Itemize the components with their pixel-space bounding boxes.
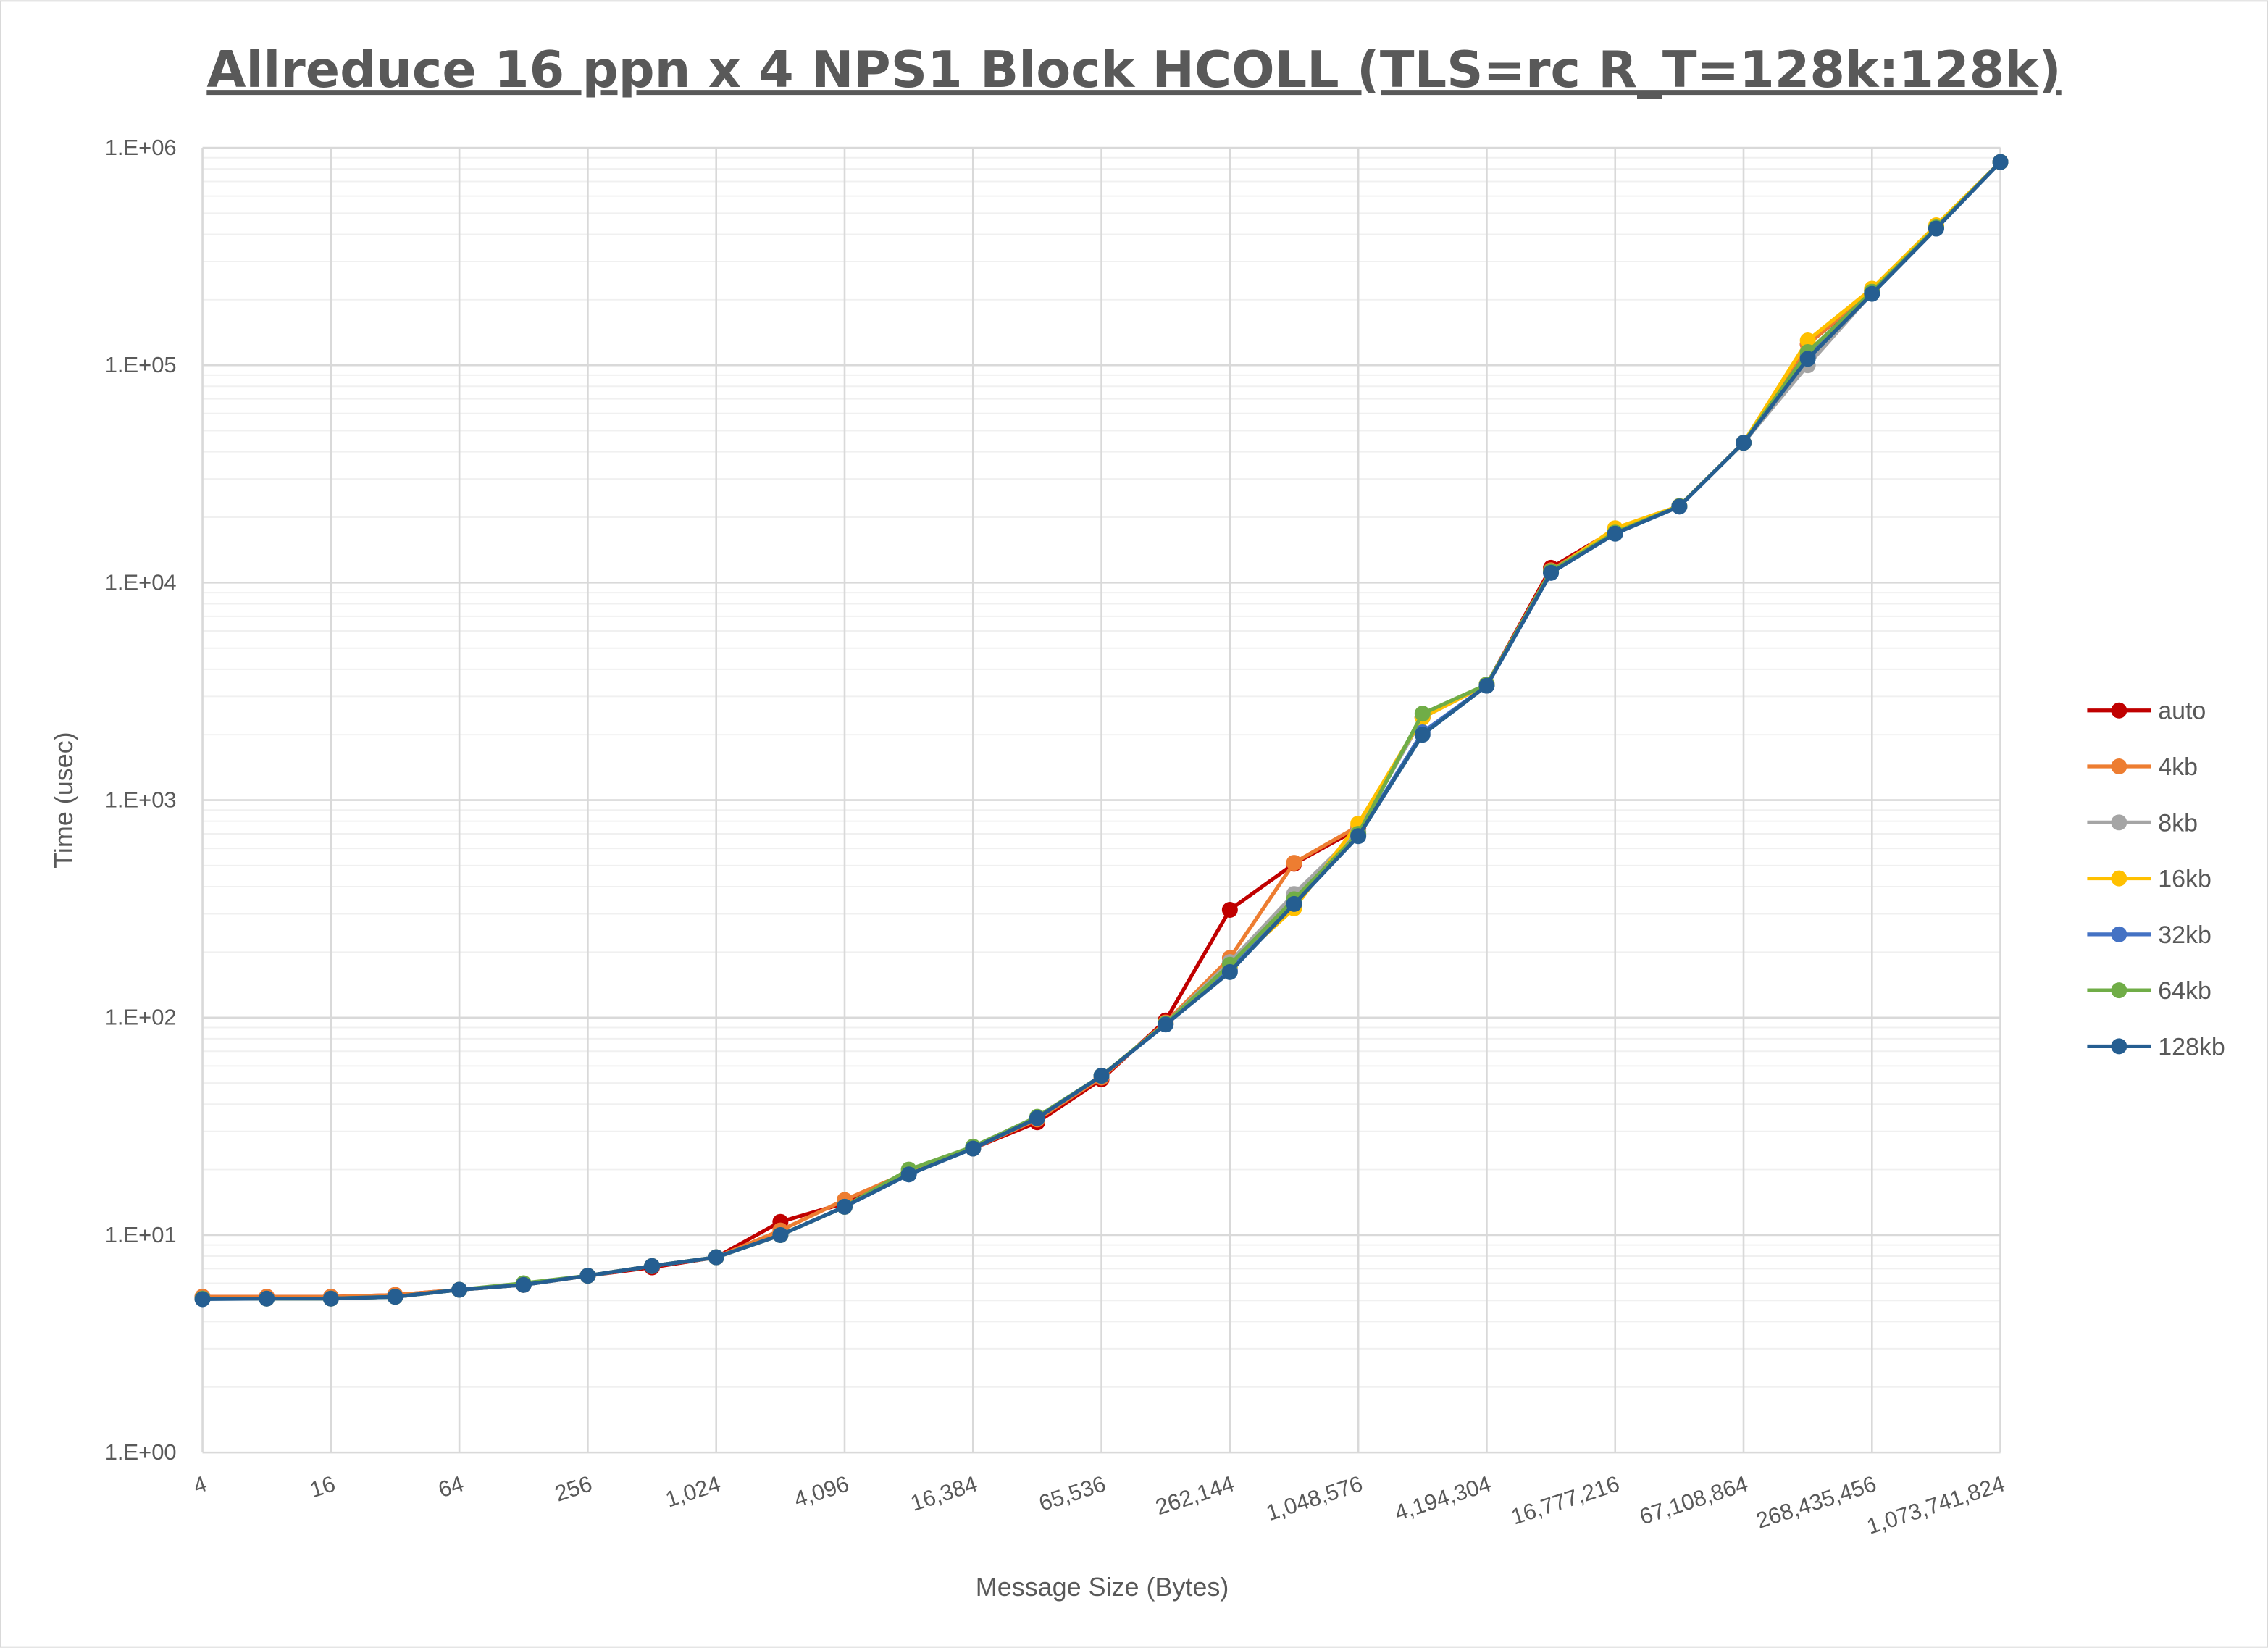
legend: auto 4kb 8kb 16kb 32kb 64kb 128kb [2087, 698, 2225, 1061]
data-point-128kb [1864, 285, 1880, 302]
legend-label: auto [2158, 698, 2206, 725]
legend-item-4kb: 4kb [2087, 753, 2198, 781]
legend-marker [2111, 982, 2127, 999]
legend-marker [2111, 702, 2127, 719]
x-axis-label: Message Size (Bytes) [976, 1572, 1229, 1602]
legend-item-128kb: 128kb [2087, 1033, 2225, 1061]
y-tick-label: 1.E+01 [105, 1222, 177, 1247]
y-tick-label: 1.E+04 [105, 569, 177, 595]
data-point-128kb [1992, 154, 2009, 170]
legend-label: 4kb [2158, 753, 2198, 781]
legend-label: 128kb [2158, 1033, 2225, 1061]
data-point-128kb [1029, 1110, 1045, 1126]
data-point-128kb [1093, 1068, 1110, 1084]
y-tick-labels: 1.E+00 1.E+01 1.E+02 1.E+03 1.E+04 1.E+05 1.E+… [105, 135, 177, 1465]
gridlines [201, 146, 2001, 1454]
legend-marker [2111, 870, 2127, 887]
data-point-128kb [772, 1226, 789, 1243]
legend-label: 32kb [2158, 921, 2211, 949]
data-point-128kb [1286, 895, 1302, 912]
y-tick-label: 1.E+02 [105, 1005, 177, 1030]
data-point-128kb [1350, 828, 1367, 845]
y-axis-label: Time (usec) [49, 732, 78, 868]
y-tick-label: 1.E+06 [105, 135, 177, 160]
data-point-128kb [322, 1290, 339, 1307]
series-128kb [194, 154, 2009, 1308]
data-point-128kb [644, 1258, 661, 1274]
data-point-4kb [1286, 855, 1302, 871]
data-point-128kb [1671, 498, 1688, 515]
data-point-128kb [1478, 677, 1495, 694]
legend-item-8kb: 8kb [2087, 809, 2198, 837]
data-point-128kb [1928, 220, 1944, 237]
data-point-128kb [708, 1249, 724, 1266]
legend-marker [2111, 1038, 2127, 1055]
data-point-128kb [1158, 1016, 1174, 1033]
data-point-128kb [1414, 727, 1431, 743]
data-point-128kb [837, 1198, 853, 1215]
y-tick-label: 1.E+00 [105, 1439, 177, 1465]
data-point-128kb [451, 1281, 468, 1298]
chart-title: Allreduce 16 ppn x 4 NPS1 Block HCOLL (T… [206, 41, 2061, 99]
data-point-128kb [387, 1289, 403, 1305]
legend-item-auto: auto [2087, 698, 2206, 725]
data-point-128kb [1543, 564, 1560, 581]
legend-item-16kb: 16kb [2087, 866, 2211, 893]
data-point-128kb [194, 1291, 211, 1308]
data-point-64kb [1414, 706, 1431, 722]
series-lines [194, 154, 2009, 1308]
legend-marker [2111, 814, 2127, 831]
y-tick-label: 1.E+05 [105, 352, 177, 377]
legend-label: 64kb [2158, 977, 2211, 1005]
data-point-128kb [900, 1166, 917, 1183]
data-point-128kb [965, 1140, 982, 1157]
data-point-auto [1221, 902, 1238, 918]
data-point-128kb [1799, 351, 1816, 367]
y-tick-label: 1.E+03 [105, 787, 177, 813]
legend-label: 16kb [2158, 866, 2211, 893]
legend-item-64kb: 64kb [2087, 977, 2211, 1005]
legend-item-32kb: 32kb [2087, 921, 2211, 949]
data-point-128kb [1736, 435, 1752, 451]
data-point-128kb [579, 1268, 596, 1284]
legend-marker [2111, 926, 2127, 942]
data-point-128kb [515, 1276, 532, 1293]
legend-label: 8kb [2158, 809, 2198, 837]
data-point-128kb [1221, 963, 1238, 980]
data-point-128kb [259, 1290, 275, 1307]
data-point-16kb [1799, 332, 1816, 348]
data-point-128kb [1607, 525, 1623, 542]
legend-marker [2111, 758, 2127, 775]
